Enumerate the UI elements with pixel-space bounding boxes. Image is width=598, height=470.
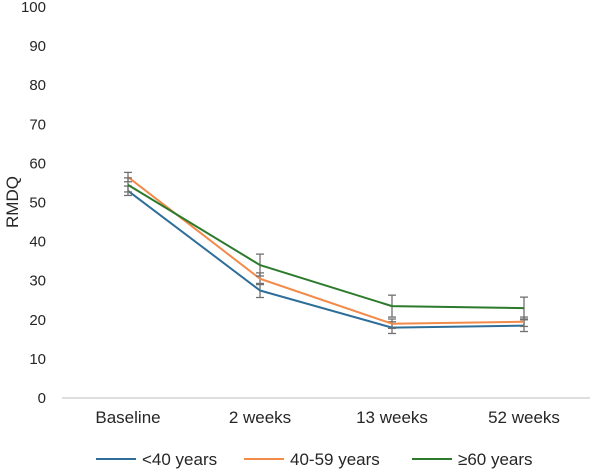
series-line <box>127 176 525 325</box>
series-2 <box>124 177 528 320</box>
legend-label: 40-59 years <box>290 450 380 469</box>
y-axis-ticks: 0 10 20 30 40 50 60 70 80 90 100 <box>21 0 46 407</box>
y-tick-label: 0 <box>38 390 46 407</box>
series-0 <box>124 185 528 335</box>
y-tick-label: 70 <box>29 116 46 133</box>
x-tick-label: Baseline <box>95 408 160 427</box>
y-tick-label: 100 <box>21 0 46 16</box>
y-tick-label: 50 <box>29 195 46 212</box>
series-layer <box>124 171 528 335</box>
y-tick-label: 90 <box>29 38 46 55</box>
y-axis-title: RMDQ <box>3 176 22 228</box>
x-axis-ticks: Baseline 2 weeks 13 weeks 52 weeks <box>95 408 560 427</box>
series-line <box>127 189 525 329</box>
x-tick-label: 52 weeks <box>488 408 560 427</box>
y-tick-label: 30 <box>29 273 46 290</box>
series-1 <box>124 171 528 330</box>
y-tick-label: 80 <box>29 77 46 94</box>
y-tick-label: 20 <box>29 312 46 329</box>
y-tick-label: 40 <box>29 234 46 251</box>
y-tick-label: 60 <box>29 155 46 172</box>
series-line <box>127 184 525 310</box>
x-tick-label: 13 weeks <box>356 408 428 427</box>
legend-label: ≥60 years <box>458 450 533 469</box>
legend-label: <40 years <box>142 450 217 469</box>
x-tick-label: 2 weeks <box>229 408 291 427</box>
legend: <40 years 40-59 years ≥60 years <box>96 450 533 469</box>
y-tick-label: 10 <box>29 351 46 368</box>
